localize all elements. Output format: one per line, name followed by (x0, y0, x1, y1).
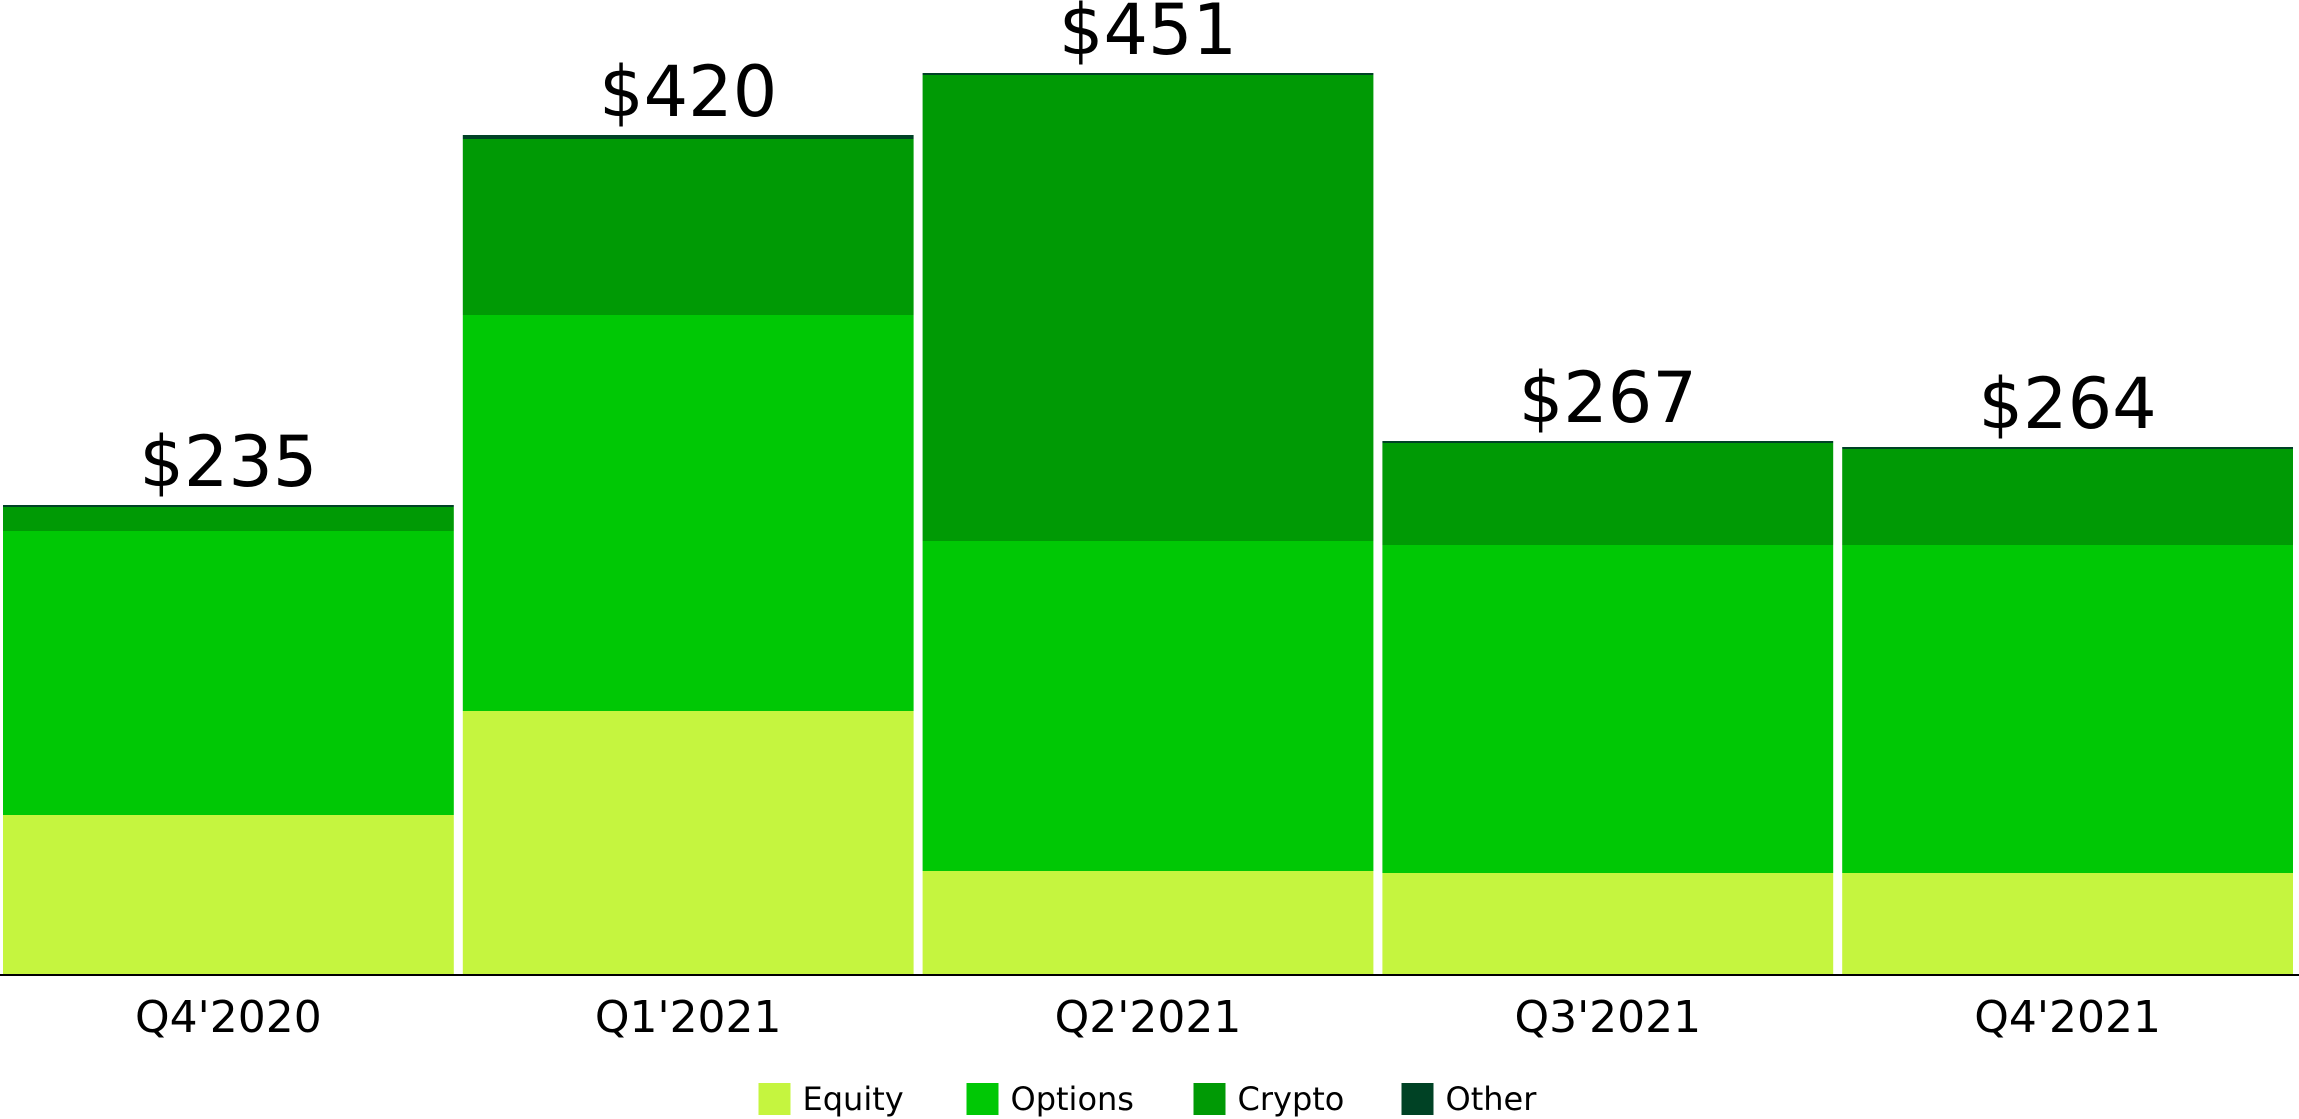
x-tick-label: Q4'2020 (135, 992, 322, 1043)
legend-swatch (966, 1083, 999, 1115)
total-label: $420 (599, 51, 777, 133)
total-label: $451 (1059, 0, 1237, 71)
bar-segment (3, 531, 454, 815)
bar-segment (1842, 449, 2293, 545)
bar-segment (922, 75, 1374, 541)
bar-segment (1842, 447, 2293, 449)
bar-segment (1382, 545, 1834, 873)
bar-segment (3, 507, 454, 531)
legend-label: Options (1011, 1080, 1134, 1118)
bar-segment (1842, 545, 2293, 873)
x-tick-label: Q3'2021 (1514, 992, 1701, 1043)
legend-label: Crypto (1238, 1080, 1345, 1118)
bar-segment (3, 815, 454, 975)
bar-segment (922, 871, 1374, 975)
bar-segment (1382, 441, 1834, 443)
legend-swatch (758, 1083, 791, 1115)
bar-segment (462, 711, 914, 975)
legend-swatch (1401, 1083, 1434, 1115)
total-label: $235 (139, 421, 317, 503)
bar-segment (922, 541, 1374, 871)
total-label: $267 (1519, 357, 1697, 439)
bar-segment (1382, 443, 1834, 545)
bar-segment (462, 139, 914, 315)
x-tick-label: Q4'2021 (1974, 992, 2161, 1043)
legend-swatch (1193, 1083, 1226, 1115)
legend-label: Equity (803, 1080, 904, 1118)
bar-segment (922, 73, 1374, 75)
bar-segment (1842, 873, 2293, 975)
bar-segment (3, 505, 454, 507)
bar-segment (462, 135, 914, 139)
bar-segment (1382, 873, 1834, 975)
legend-label: Other (1446, 1080, 1538, 1118)
x-tick-label: Q2'2021 (1055, 992, 1242, 1043)
x-tick-label: Q1'2021 (595, 992, 782, 1043)
bar-segment (462, 315, 914, 711)
total-label: $264 (1979, 363, 2157, 445)
